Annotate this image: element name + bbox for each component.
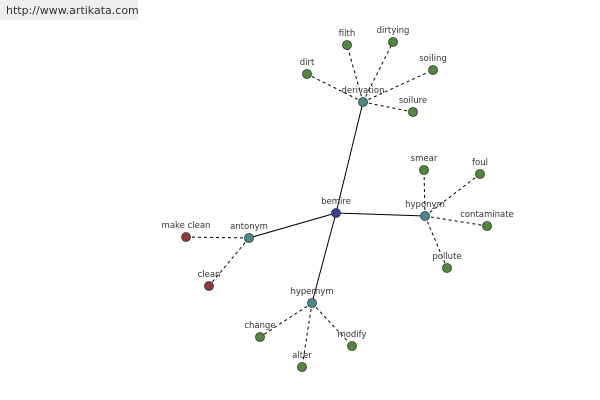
site-url[interactable]: http://www.artikata.com <box>6 4 139 17</box>
edge <box>424 215 488 227</box>
node <box>388 37 398 47</box>
node-label: soilure <box>399 96 427 106</box>
edge <box>311 212 337 304</box>
node-label: clean <box>198 270 221 280</box>
node <box>307 298 317 308</box>
node <box>358 97 368 107</box>
node-label: contaminate <box>460 210 514 220</box>
edge <box>335 101 364 214</box>
node <box>347 341 357 351</box>
node-label: bemire <box>321 197 351 207</box>
node <box>244 233 254 243</box>
node-label: derivation <box>341 86 384 96</box>
node <box>442 263 452 273</box>
site-header: http://www.artikata.com <box>0 0 139 20</box>
edge <box>362 41 394 103</box>
node <box>419 165 429 175</box>
edge <box>185 236 250 239</box>
edge <box>423 169 426 217</box>
node <box>302 69 312 79</box>
node <box>331 208 341 218</box>
node <box>204 281 214 291</box>
node <box>408 107 418 117</box>
node-label: filth <box>339 29 355 39</box>
node-label: hyponym <box>405 200 445 210</box>
edge <box>311 302 353 347</box>
edge <box>248 212 337 239</box>
edge <box>259 302 313 338</box>
node <box>428 65 438 75</box>
node-label: alter <box>292 351 312 361</box>
edge <box>335 212 426 217</box>
node <box>342 40 352 50</box>
node <box>181 232 191 242</box>
node <box>297 362 307 372</box>
node-label: smear <box>411 154 438 164</box>
node-label: soiling <box>419 54 447 64</box>
edge <box>306 73 364 103</box>
edge <box>346 44 364 103</box>
edge <box>362 69 434 103</box>
node <box>475 169 485 179</box>
node <box>420 211 430 221</box>
node-label: change <box>244 321 275 331</box>
node-label: pollute <box>432 252 461 262</box>
node-label: modify <box>337 330 366 340</box>
edge <box>301 302 313 368</box>
node-label: antonym <box>230 222 268 232</box>
node-label: make clean <box>162 221 211 231</box>
node-label: foul <box>472 158 488 168</box>
edge <box>208 237 250 287</box>
node-label: dirt <box>300 58 315 68</box>
node-label: hypernym <box>290 287 333 297</box>
node-label: dirtying <box>377 26 410 36</box>
node <box>482 221 492 231</box>
edge <box>362 101 414 113</box>
node <box>255 332 265 342</box>
